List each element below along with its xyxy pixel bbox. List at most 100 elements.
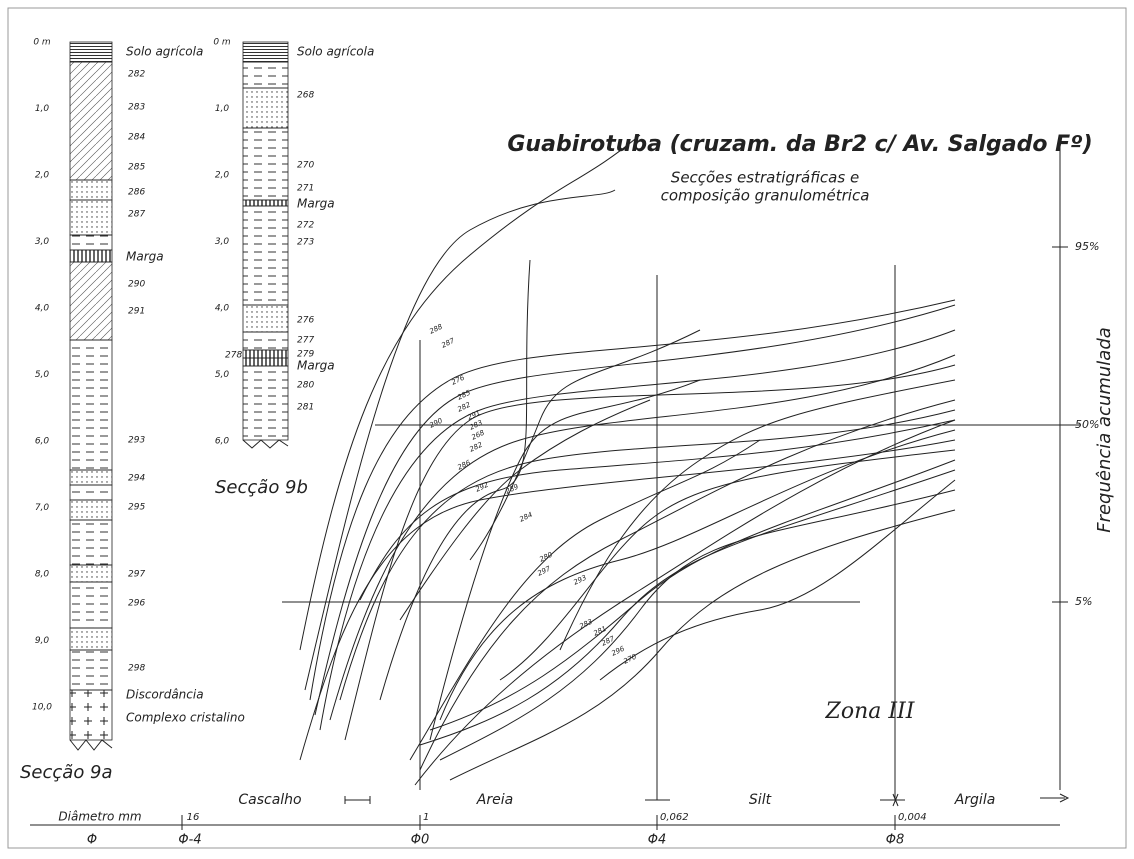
layer-label: 278 (225, 351, 242, 361)
depth-label: 1,0 (215, 104, 230, 114)
layer (242, 87, 289, 129)
depth-label: 0 m (33, 38, 51, 48)
layer-label: 298 (128, 664, 145, 674)
depth-label: 2,0 (215, 171, 230, 181)
depth-label: 9,0 (35, 636, 50, 646)
layer-label: 297 (128, 570, 145, 580)
layer-label: 282 (128, 70, 145, 80)
depth-label: 2,0 (35, 171, 50, 181)
depth-label: 10,0 (32, 703, 52, 713)
grain-class: Argila (954, 792, 996, 808)
y-tick-label: 95% (1075, 240, 1099, 253)
grain-class: Cascalho (238, 792, 301, 808)
layer (69, 339, 113, 471)
layer-label: 277 (297, 336, 314, 346)
curve-label: 290 (428, 416, 444, 429)
column-base (69, 739, 113, 751)
frame (7, 7, 1127, 849)
curve-label: 288 (428, 322, 444, 335)
stratigraphic-columns (69, 41, 289, 751)
layer-label: 285 (128, 163, 145, 173)
layer-label: 273 (297, 238, 314, 248)
curve-label: 296 (610, 644, 626, 657)
depth-label: 4,0 (215, 304, 230, 314)
diameter-tick: 0,062 (660, 812, 689, 823)
layer-label: 291 (128, 307, 145, 317)
layer (69, 41, 113, 63)
layer-label: 286 (128, 188, 145, 198)
section-name: Secção 9b (215, 477, 308, 498)
depth-label: 5,0 (215, 370, 230, 380)
layer (69, 469, 113, 486)
layer-label: 287 (128, 210, 145, 220)
layer-label: 295 (128, 503, 145, 513)
diameter-tick: 1 (423, 812, 429, 823)
depth-label: 8,0 (35, 570, 50, 580)
curve-label: 287 (600, 634, 616, 647)
depth-label: 0 m (213, 38, 231, 48)
layer-label: 270 (297, 161, 314, 171)
layer-label: 296 (128, 599, 145, 609)
diameter-label: Diâmetro mm (58, 810, 141, 824)
depth-label: 1,0 (35, 104, 50, 114)
grain-class: Areia (476, 792, 513, 808)
layer-label: 268 (297, 91, 314, 101)
layer-label: 279 (297, 350, 314, 360)
diameter-tick: 0,004 (898, 812, 927, 823)
layer (69, 649, 113, 691)
phi-tick: Φ4 (648, 833, 667, 848)
curve-label: 293 (572, 574, 588, 587)
layer-label: 293 (128, 436, 145, 446)
curve-label: 276 (450, 373, 466, 386)
layer-label: Marga (297, 359, 335, 373)
layer (242, 365, 289, 441)
layer-label: Solo agrícola (126, 45, 203, 59)
layer (69, 61, 113, 181)
layer (69, 499, 113, 521)
layer (242, 357, 289, 367)
layer-label: 290 (128, 280, 145, 290)
layer (69, 581, 113, 629)
layer-label: 283 (128, 103, 145, 113)
phi-tick: Φ8 (886, 833, 905, 848)
depth-label: 6,0 (215, 437, 230, 447)
labels: 0 m 1,0 2,0 3,0 4,0 5,0 6,0 7,0 8,0 9,0 10,0 Solo a… (20, 38, 1099, 848)
subtitle: Secções estratigráficas e (671, 169, 859, 187)
depth-label: 7,0 (35, 503, 50, 513)
layer (242, 127, 289, 201)
grain-class: Silt (749, 792, 772, 808)
diameter-tick: 16 (187, 812, 200, 823)
layer (69, 261, 113, 341)
layer (69, 564, 113, 583)
depth-label: 5,0 (35, 370, 50, 380)
layer (69, 689, 113, 741)
layer (69, 249, 113, 263)
grid (30, 135, 1080, 830)
layer (69, 484, 113, 501)
phi-tick: Φ-4 (178, 833, 201, 848)
layer (242, 349, 289, 359)
layer-label: Marga (297, 197, 335, 211)
layer (69, 179, 113, 201)
layer (69, 199, 113, 236)
layer-label: 281 (297, 403, 314, 413)
layer (69, 519, 113, 566)
depth-label: 6,0 (35, 437, 50, 447)
layer (69, 627, 113, 651)
curve-label: 287 (440, 336, 456, 349)
layer-label: Solo agrícola (297, 45, 374, 59)
layer (242, 205, 289, 306)
layer-label: 276 (297, 316, 314, 326)
y-axis-label: Frequência acumulada (1094, 327, 1115, 533)
layer (242, 41, 289, 63)
depth-label: 3,0 (215, 237, 230, 247)
y-tick-label: 5% (1075, 595, 1092, 608)
zone-label: Zona III (825, 699, 916, 724)
curves (299, 134, 956, 786)
layer-label: Marga (126, 250, 164, 264)
depth-label: 3,0 (35, 237, 50, 247)
curve-label: 283 (578, 618, 594, 631)
layer-label: 271 (297, 184, 314, 194)
layer (242, 199, 289, 207)
